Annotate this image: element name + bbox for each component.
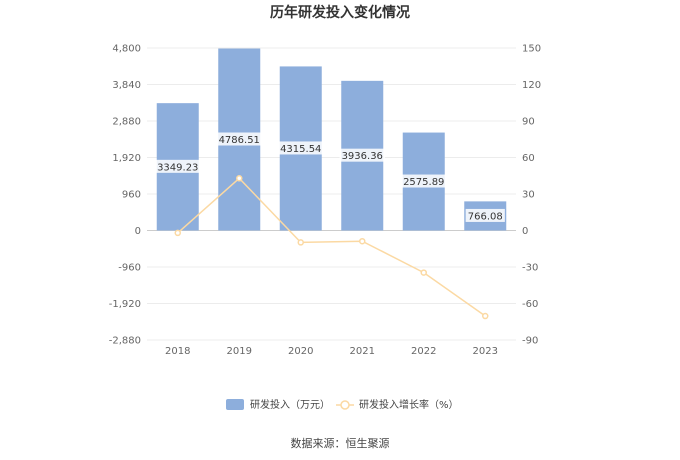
line-series [174, 175, 489, 320]
y-left-tick-label: -960 [118, 263, 141, 274]
bar-label-bg [216, 132, 262, 146]
bar-data-labels: 3349.23 4786.51 4315.54 3936.36 2575.89 766.0… [155, 132, 505, 222]
x-tick-label: 2020 [288, 346, 313, 357]
legend-line-marker [340, 400, 350, 410]
line-point[interactable] [420, 269, 427, 276]
y-right-tick-label: 150 [522, 44, 541, 55]
bar-value-label: 3936.36 [342, 151, 383, 162]
x-tick-label: 2021 [350, 346, 375, 357]
y-left-tick-label: 4,800 [112, 44, 141, 55]
data-source-note: 数据来源：恒生聚源 [291, 436, 390, 450]
y-left-tick-label: -2,880 [109, 336, 141, 347]
bar-label-bg [278, 141, 324, 155]
bar-series [156, 48, 507, 231]
y-right-tick-label: 120 [522, 80, 541, 91]
legend-bar-label[interactable]: 研发投入（万元） [250, 398, 330, 411]
legend: 研发投入（万元） 研发投入增长率（%） [226, 398, 459, 411]
y-right-tick-label: 0 [522, 226, 528, 237]
bar-value-label: 4315.54 [280, 144, 321, 155]
y-left-tick-label: 1,920 [112, 153, 141, 164]
line-point[interactable] [297, 239, 304, 246]
bar-value-label: 2575.89 [403, 177, 444, 188]
chart-title: 历年研发投入变化情况 [270, 4, 410, 21]
y-right-tick-label: -90 [522, 336, 538, 347]
line-point[interactable] [359, 237, 366, 245]
x-tick-label: 2023 [473, 346, 498, 357]
bar-label-bg [339, 148, 385, 162]
bar-label-bg [155, 159, 201, 173]
x-tick-label: 2018 [165, 346, 190, 357]
y-axis-left: 4,800 3,840 2,880 1,920 960 0 -960 -1,920 -2,880 [109, 44, 141, 347]
line-point[interactable] [482, 312, 489, 320]
x-tick-label: 2022 [411, 346, 436, 357]
legend-bar-swatch[interactable] [226, 399, 244, 410]
x-axis: 2018 2019 2020 2021 2022 2023 [165, 346, 498, 357]
y-left-tick-label: 960 [122, 190, 141, 201]
legend-line-label[interactable]: 研发投入增长率（%） [359, 398, 459, 411]
bar-label-bg [401, 174, 447, 188]
y-right-tick-label: 90 [522, 117, 535, 128]
y-left-tick-label: -1,920 [109, 299, 141, 310]
y-right-tick-label: -60 [522, 299, 538, 310]
grid-lines [147, 47, 516, 341]
bar-value-label: 3349.23 [157, 162, 198, 173]
x-tick-label: 2019 [227, 346, 252, 357]
bar-value-label: 766.08 [468, 211, 503, 222]
line-point[interactable] [236, 175, 243, 182]
growth-rate-line [177, 177, 486, 317]
bar-value-label: 4786.51 [219, 135, 260, 146]
y-left-tick-label: 0 [135, 226, 141, 237]
bar-label-bg [465, 208, 505, 222]
line-point[interactable] [174, 229, 181, 237]
y-left-tick-label: 3,840 [112, 80, 141, 91]
y-left-tick-label: 2,880 [112, 117, 141, 128]
y-right-tick-label: 60 [522, 153, 535, 164]
y-right-tick-label: 30 [522, 190, 535, 201]
y-right-tick-label: -30 [522, 263, 538, 274]
y-axis-right: 150 120 90 60 30 0 -30 -60 -90 [522, 44, 541, 347]
